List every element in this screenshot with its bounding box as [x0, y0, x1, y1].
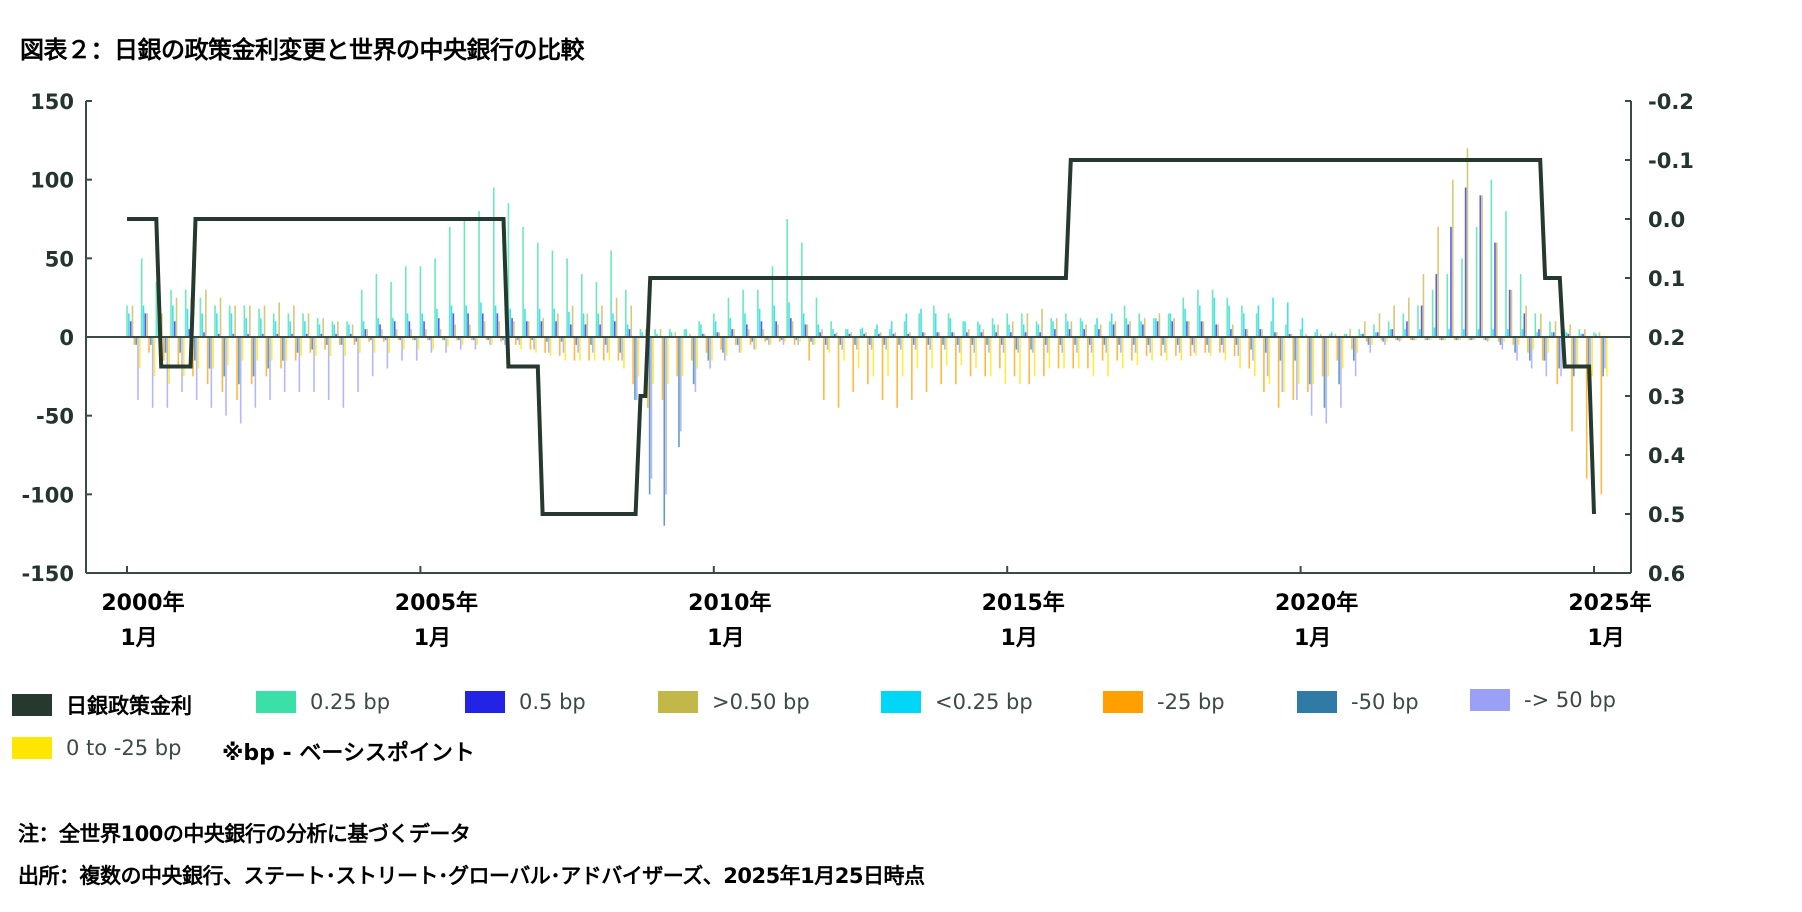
policy-rate-layer [127, 158, 1596, 516]
x-tick-label-month: 1月 [414, 626, 451, 651]
legend-swatch [658, 691, 698, 713]
policy-rate-line [127, 158, 1596, 516]
legend-swatch [1470, 689, 1510, 711]
y-right-tick-label: -0.2 [1648, 90, 1694, 114]
legend-item: 日銀政策金利 [12, 690, 192, 720]
chart-title: 図表２：日銀の政策金利変更と世界の中央銀行の比較 [20, 36, 585, 64]
y-left-tick-label: 50 [45, 247, 74, 271]
y-right-tick-label: -0.1 [1648, 149, 1694, 173]
y-left-tick-label: 0 [59, 326, 74, 350]
x-tick-label-year: 2025年 [1568, 590, 1651, 616]
legend-item: -50 bp [1297, 690, 1419, 714]
note-data: 注：全世界100の中央銀行の分析に基づくデータ [18, 822, 471, 846]
x-tick-label-year: 2020年 [1275, 590, 1358, 616]
legend-item: <0.25 bp [881, 690, 1033, 714]
legend-item: 0.5 bp [465, 690, 586, 714]
bars-layer [126, 148, 1608, 526]
legend-item: 0 to -25 bp [12, 736, 181, 760]
x-tick-label-year: 2010年 [688, 590, 771, 616]
chart: 150 100 50 0 -50 -100 -150 -0.2 -0.1 0.0 0.1 0.2 0.3… [21, 90, 1693, 651]
legend-swatch [12, 737, 52, 759]
legend-swatch [1297, 691, 1337, 713]
legend-swatch [256, 691, 296, 713]
x-tick-label-year: 2005年 [395, 590, 478, 616]
legend-label: >0.50 bp [712, 690, 810, 714]
legend-swatch [1103, 691, 1143, 713]
y-left-tick-label: -100 [21, 483, 74, 507]
legend-item: -> 50 bp [1470, 688, 1616, 712]
legend-item: >0.50 bp [658, 690, 810, 714]
x-tick-label-month: 1月 [120, 626, 157, 651]
y-left-tick-label: 150 [30, 90, 74, 114]
y-right-tick-label: 0.4 [1648, 444, 1685, 468]
legend-label: -> 50 bp [1524, 688, 1616, 712]
y-right-tick-label: 0.6 [1648, 562, 1685, 586]
legend-swatch [881, 691, 921, 713]
y-left-tick-label: -150 [21, 562, 74, 586]
legend-swatch [465, 691, 505, 713]
x-tick-label-month: 1月 [707, 626, 744, 651]
legend-label: 0.25 bp [310, 690, 391, 714]
bp-note: ※bp - ベーシスポイント [222, 741, 475, 766]
legend-label: 日銀政策金利 [66, 694, 192, 718]
x-tick-label-year: 2015年 [982, 590, 1065, 616]
y-right-tick-label: 0.0 [1648, 208, 1685, 232]
legend-label: 0 to -25 bp [66, 736, 182, 760]
y-right-tick-label: 0.1 [1648, 267, 1685, 291]
y-right-tick-label: 0.3 [1648, 385, 1685, 409]
y-right-tick-label: 0.2 [1648, 326, 1685, 350]
x-tick-label-month: 1月 [1587, 626, 1624, 651]
y-left-tick-label: -50 [36, 405, 74, 429]
legend-swatch [12, 694, 52, 716]
legend-label: -25 bp [1157, 690, 1225, 714]
x-tick-label-year: 2000年 [101, 590, 184, 616]
legend-item: -25 bp [1103, 690, 1225, 714]
legend-item: 0.25 bp [256, 690, 390, 714]
x-tick-label-month: 1月 [1294, 626, 1331, 651]
y-right-tick-label: 0.5 [1648, 503, 1685, 527]
legend-label: <0.25 bp [935, 690, 1033, 714]
note-source: 出所：複数の中央銀行、ステート･ストリート･グローバル･アドバイザーズ、2025… [18, 864, 925, 888]
legend-label: -50 bp [1351, 690, 1419, 714]
legend-label: 0.5 bp [519, 690, 586, 714]
axes-layer: 150 100 50 0 -50 -100 -150 -0.2 -0.1 0.0 0.1 0.2 0.3… [21, 90, 1693, 651]
y-left-tick-label: 100 [30, 169, 74, 193]
x-tick-label-month: 1月 [1001, 626, 1038, 651]
